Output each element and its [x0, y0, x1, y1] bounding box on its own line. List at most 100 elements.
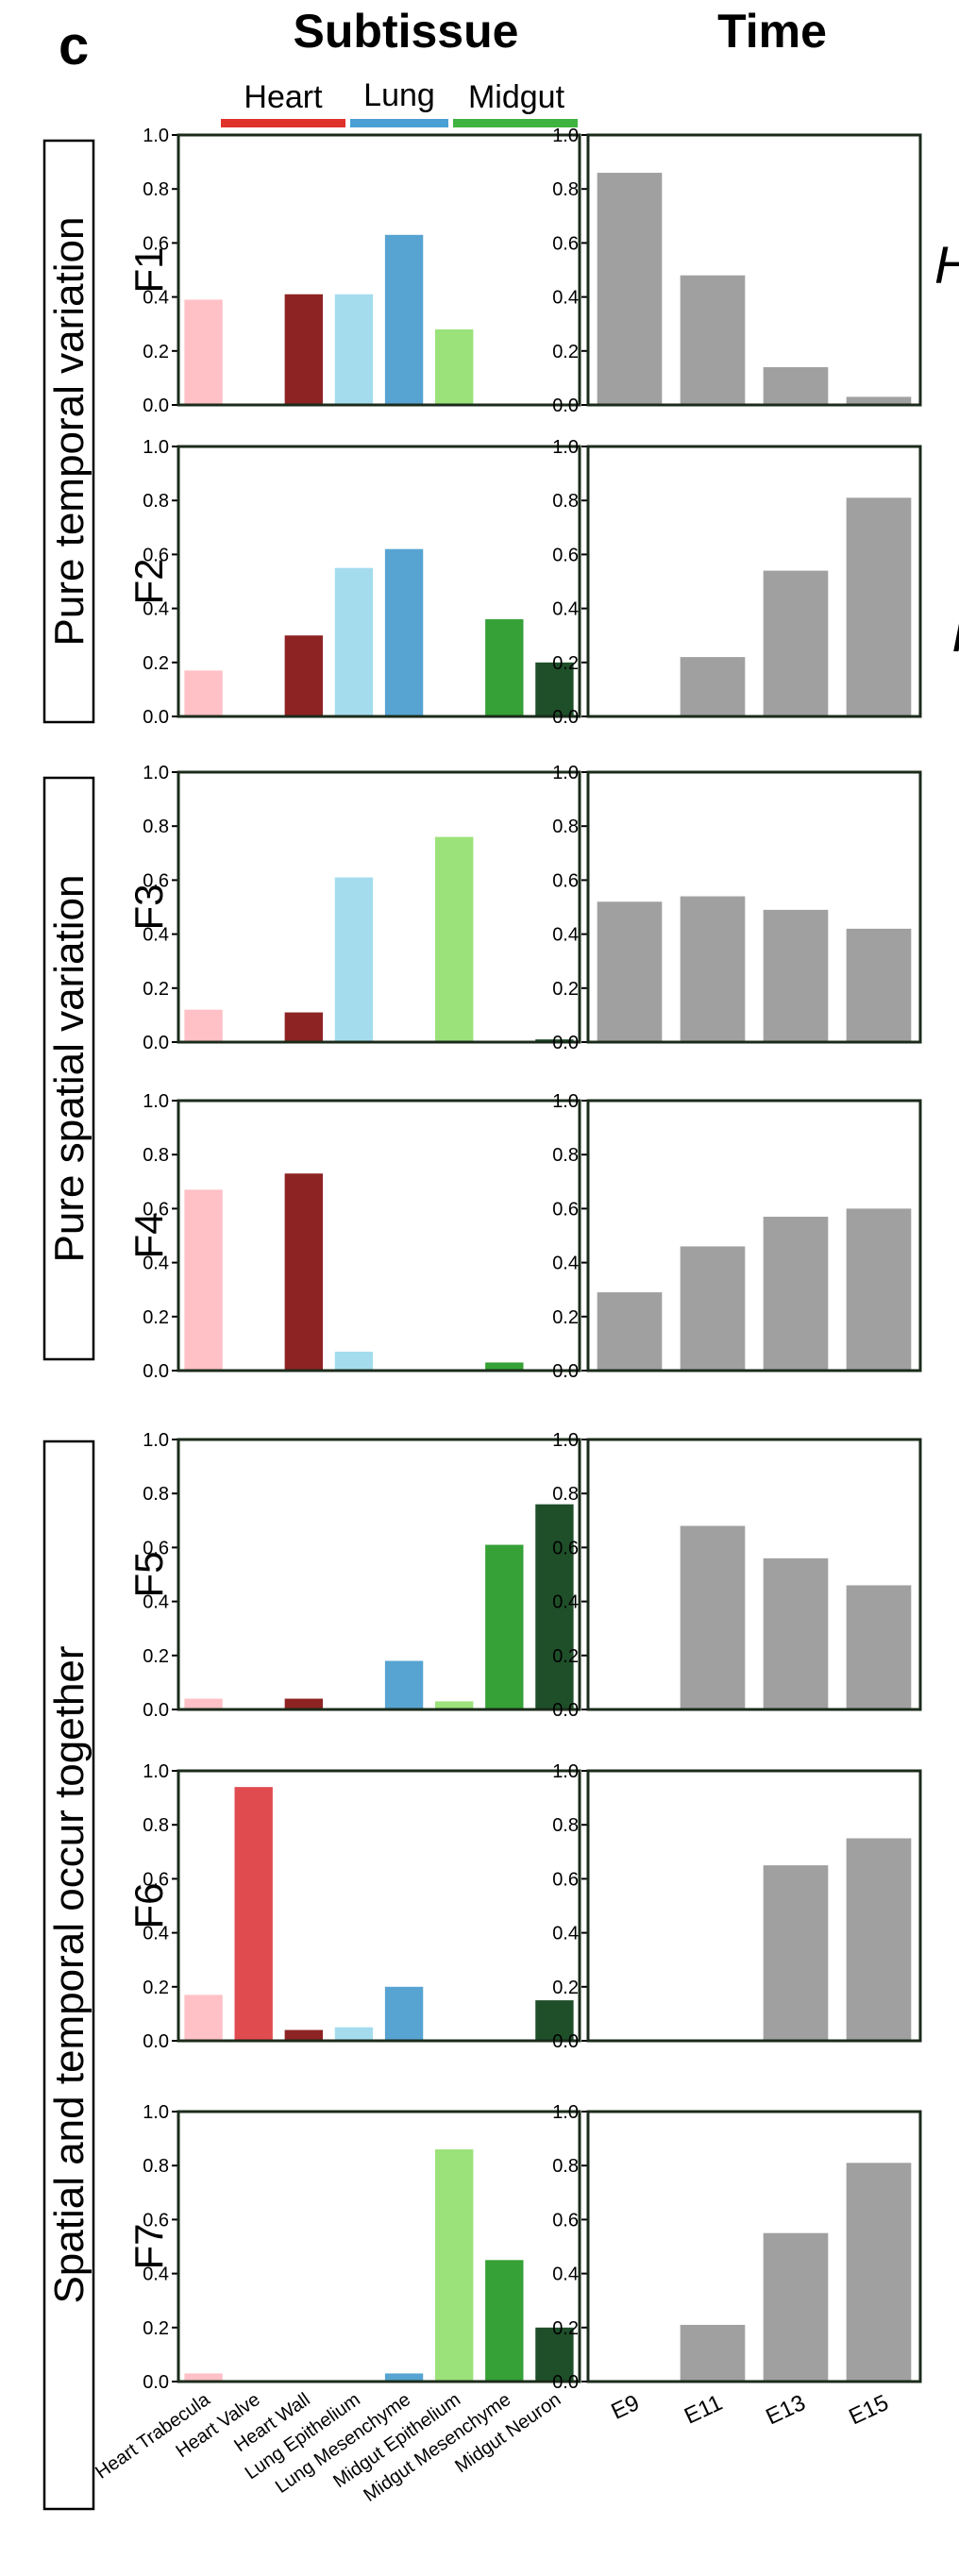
subtissue-bar-f5-4 [384, 1660, 424, 1709]
factor-label: F2 [126, 558, 171, 604]
y-tick-label: 0.6 [143, 2210, 169, 2231]
subtissue-bar-f2-4 [384, 548, 424, 716]
tissue-bar-midgut [453, 119, 578, 127]
factor-row-f2: F2 0.0 0.2 0.4 0.6 0.8 1.0 0.0 0.2 0.4 0.6 0.8 1.0 [126, 437, 922, 728]
y-tick-label: 0.2 [552, 1646, 579, 1667]
time-bar-f1-e15 [846, 396, 912, 405]
factor-row-f4: F4 0.0 0.2 0.4 0.6 0.8 1.0 0.0 0.2 0.4 0.6 0.8 1.0 [126, 1091, 922, 1382]
y-tick-label: 0.4 [143, 2265, 169, 2285]
y-tick-label: 0.0 [143, 396, 169, 416]
time-bar-f3-e15 [846, 928, 912, 1042]
tissue-group-lung: Lung [350, 77, 448, 127]
y-tick-label: 0.2 [552, 979, 579, 1000]
y-tick-label: 0.6 [552, 545, 579, 565]
y-tick-label: 1.0 [552, 1091, 579, 1112]
subtissue-header: Subtissue [294, 5, 519, 58]
y-tick-label: 0.0 [143, 1361, 169, 1382]
y-tick-label: 0.6 [552, 870, 579, 891]
subtissue-bar-f5-7 [535, 1504, 574, 1709]
y-tick-label: 0.6 [143, 1869, 169, 1890]
y-tick-label: 0.0 [143, 2372, 169, 2393]
subtissue-bar-f1-4 [384, 234, 424, 405]
row-group-box [42, 1440, 95, 2511]
y-tick-label: 0.4 [143, 1924, 169, 1945]
tissue-group-midgut: Midgut [453, 79, 578, 127]
y-tick-label: 0.6 [143, 1538, 169, 1558]
plot-frame [177, 445, 581, 718]
tissue-label-midgut: Midgut [468, 79, 565, 115]
y-tick-label: 0.2 [143, 2318, 169, 2339]
y-tick-label: 0.8 [143, 2156, 169, 2177]
subtissue-bar-f1-0 [184, 299, 223, 405]
time-plot: 0.0 0.2 0.4 0.6 0.8 1.0 [552, 763, 922, 1053]
tissue-bar-heart [221, 119, 345, 127]
factor-label: F1 [126, 246, 171, 293]
factor-row-f5: F5 0.0 0.2 0.4 0.6 0.8 1.0 0.0 0.2 0.4 0.6 0.8 1.0 [126, 1430, 922, 1721]
y-tick-label: 0.2 [143, 342, 169, 362]
time-plot: 0.0 0.2 0.4 0.6 0.8 1.0 [552, 1761, 922, 2052]
time-bar-f2-e13 [763, 570, 829, 716]
y-tick-label: 0.2 [143, 1978, 169, 1998]
y-tick-label: 0.0 [143, 1033, 169, 1053]
y-tick-label: 1.0 [143, 437, 169, 458]
y-tick-label: 0.4 [143, 925, 169, 946]
subtissue-bar-f2-0 [184, 670, 223, 716]
y-tick-label: 0.0 [143, 1700, 169, 1721]
time-header: Time [717, 5, 827, 58]
time-bar-f6-e15 [846, 1838, 912, 2041]
y-tick-label: 1.0 [143, 1430, 169, 1451]
subtissue-bar-f5-6 [485, 1544, 524, 1709]
y-tick-label: 0.8 [143, 1815, 169, 1836]
plot-frame [177, 133, 581, 407]
y-tick-label: 0.0 [552, 707, 579, 728]
y-tick-label: 0.4 [552, 1924, 579, 1945]
y-tick-label: 0.6 [552, 1199, 579, 1220]
y-tick-label: 1.0 [552, 126, 579, 146]
y-tick-label: 1.0 [552, 1430, 579, 1451]
y-tick-label: 0.4 [552, 1592, 579, 1613]
subtissue-bar-f4-3 [334, 1351, 374, 1371]
time-bar-f6-e13 [763, 1865, 829, 2041]
subtissue-bar-f4-0 [184, 1189, 223, 1371]
row-group-label-temporal: Pure temporal variation [46, 217, 93, 647]
subtissue-bar-f7-5 [435, 2149, 474, 2382]
y-tick-label: 0.6 [143, 233, 169, 254]
factor-label: F6 [126, 1882, 171, 1928]
y-tick-label: 0.6 [552, 1869, 579, 1890]
subtissue-bar-f7-7 [535, 2327, 574, 2382]
y-tick-label: 0.4 [552, 2265, 579, 2285]
subtissue-bar-f1-3 [334, 294, 374, 405]
y-tick-label: 0.0 [143, 2031, 169, 2052]
subtissue-bar-f3-5 [435, 836, 474, 1042]
subtissue-plot: 0.0 0.2 0.4 0.6 0.8 1.0 [143, 763, 581, 1053]
y-tick-label: 0.2 [143, 1646, 169, 1667]
y-tick-label: 0.4 [143, 599, 169, 620]
y-tick-label: 0.4 [552, 925, 579, 946]
y-tick-label: 0.0 [552, 1700, 579, 1721]
subtissue-bar-f3-2 [284, 1012, 323, 1042]
subtissue-bar-f6-4 [384, 1986, 424, 2041]
subtissue-bar-f2-7 [535, 662, 574, 716]
y-tick-label: 0.0 [143, 707, 169, 728]
plot-frame [177, 1438, 581, 1711]
row-group-spatial: Pure spatial variation [42, 776, 95, 1361]
subtissue-plot: 0.0 0.2 0.4 0.6 0.8 1.0 [143, 1430, 581, 1721]
y-tick-label: 0.8 [143, 1145, 169, 1166]
row-group-box [42, 776, 95, 1361]
subtissue-bar-f2-2 [284, 635, 323, 716]
factor-label: F5 [126, 1551, 171, 1597]
plot-frame [177, 1099, 581, 1372]
time-category-label: E11 [681, 2390, 726, 2430]
tissue-bar-lung [350, 119, 448, 127]
time-bar-f1-e11 [680, 275, 746, 405]
y-tick-label: 0.8 [143, 491, 169, 512]
factor-row-f1: F1 0.0 0.2 0.4 0.6 0.8 1.0 0.0 0.2 0.4 0.6 0.8 1.0 [126, 126, 922, 416]
factor-row-f3: F3 0.0 0.2 0.4 0.6 0.8 1.0 0.0 0.2 0.4 0.6 0.8 1.0 [126, 763, 922, 1053]
tissue-group-heart: Heart [221, 79, 345, 127]
plot-frame [586, 1769, 922, 2043]
tissue-label-lung: Lung [363, 77, 435, 113]
plot-frame [177, 770, 581, 1044]
time-bar-f4-e9 [597, 1292, 663, 1371]
y-tick-label: 0.6 [552, 1538, 579, 1558]
y-tick-label: 0.2 [552, 653, 579, 674]
